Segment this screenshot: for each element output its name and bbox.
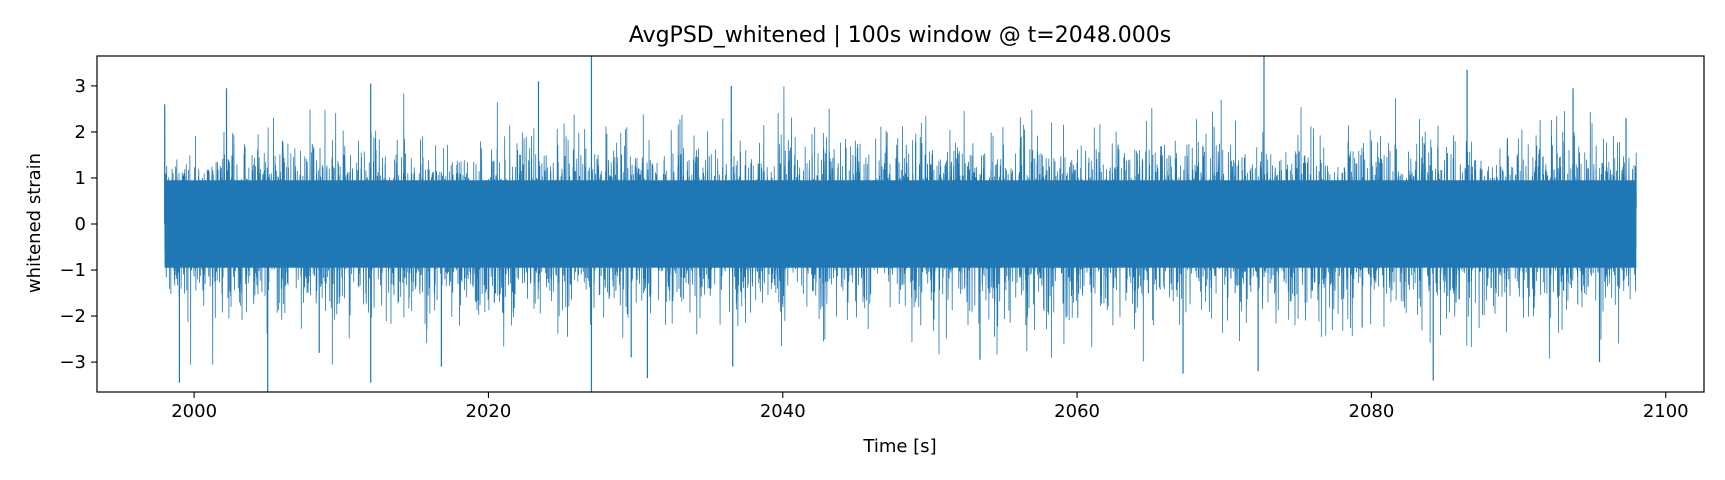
y-tick-label: 2 bbox=[75, 122, 86, 143]
y-tick-label: −2 bbox=[59, 306, 86, 327]
series-0 bbox=[164, 56, 1637, 392]
x-tick-label: 2100 bbox=[1643, 401, 1689, 422]
axes: 2000 2020 2040 2060 2080 2100 3 2 1 0 −1 −2 −3 bbox=[59, 55, 1705, 422]
y-tick-label: −1 bbox=[59, 260, 86, 281]
y-tick-label: 0 bbox=[75, 214, 86, 235]
chart-title: AvgPSD_whitened | 100s window @ t=2048.0… bbox=[629, 23, 1171, 48]
y-axis-label: whitened strain bbox=[24, 153, 45, 293]
x-tick-label: 2080 bbox=[1349, 401, 1395, 422]
x-axis-label: Time [s] bbox=[862, 436, 936, 457]
x-tick-label: 2040 bbox=[760, 401, 806, 422]
plot-area bbox=[164, 56, 1637, 392]
y-tick-label: 3 bbox=[75, 76, 86, 97]
series-core-band bbox=[164, 180, 1637, 268]
x-tick-label: 2020 bbox=[466, 401, 512, 422]
y-tick-label: −3 bbox=[59, 352, 86, 373]
y-tick-label: 1 bbox=[75, 168, 86, 189]
x-tick-label: 2060 bbox=[1054, 401, 1100, 422]
x-tick-label: 2000 bbox=[171, 401, 217, 422]
